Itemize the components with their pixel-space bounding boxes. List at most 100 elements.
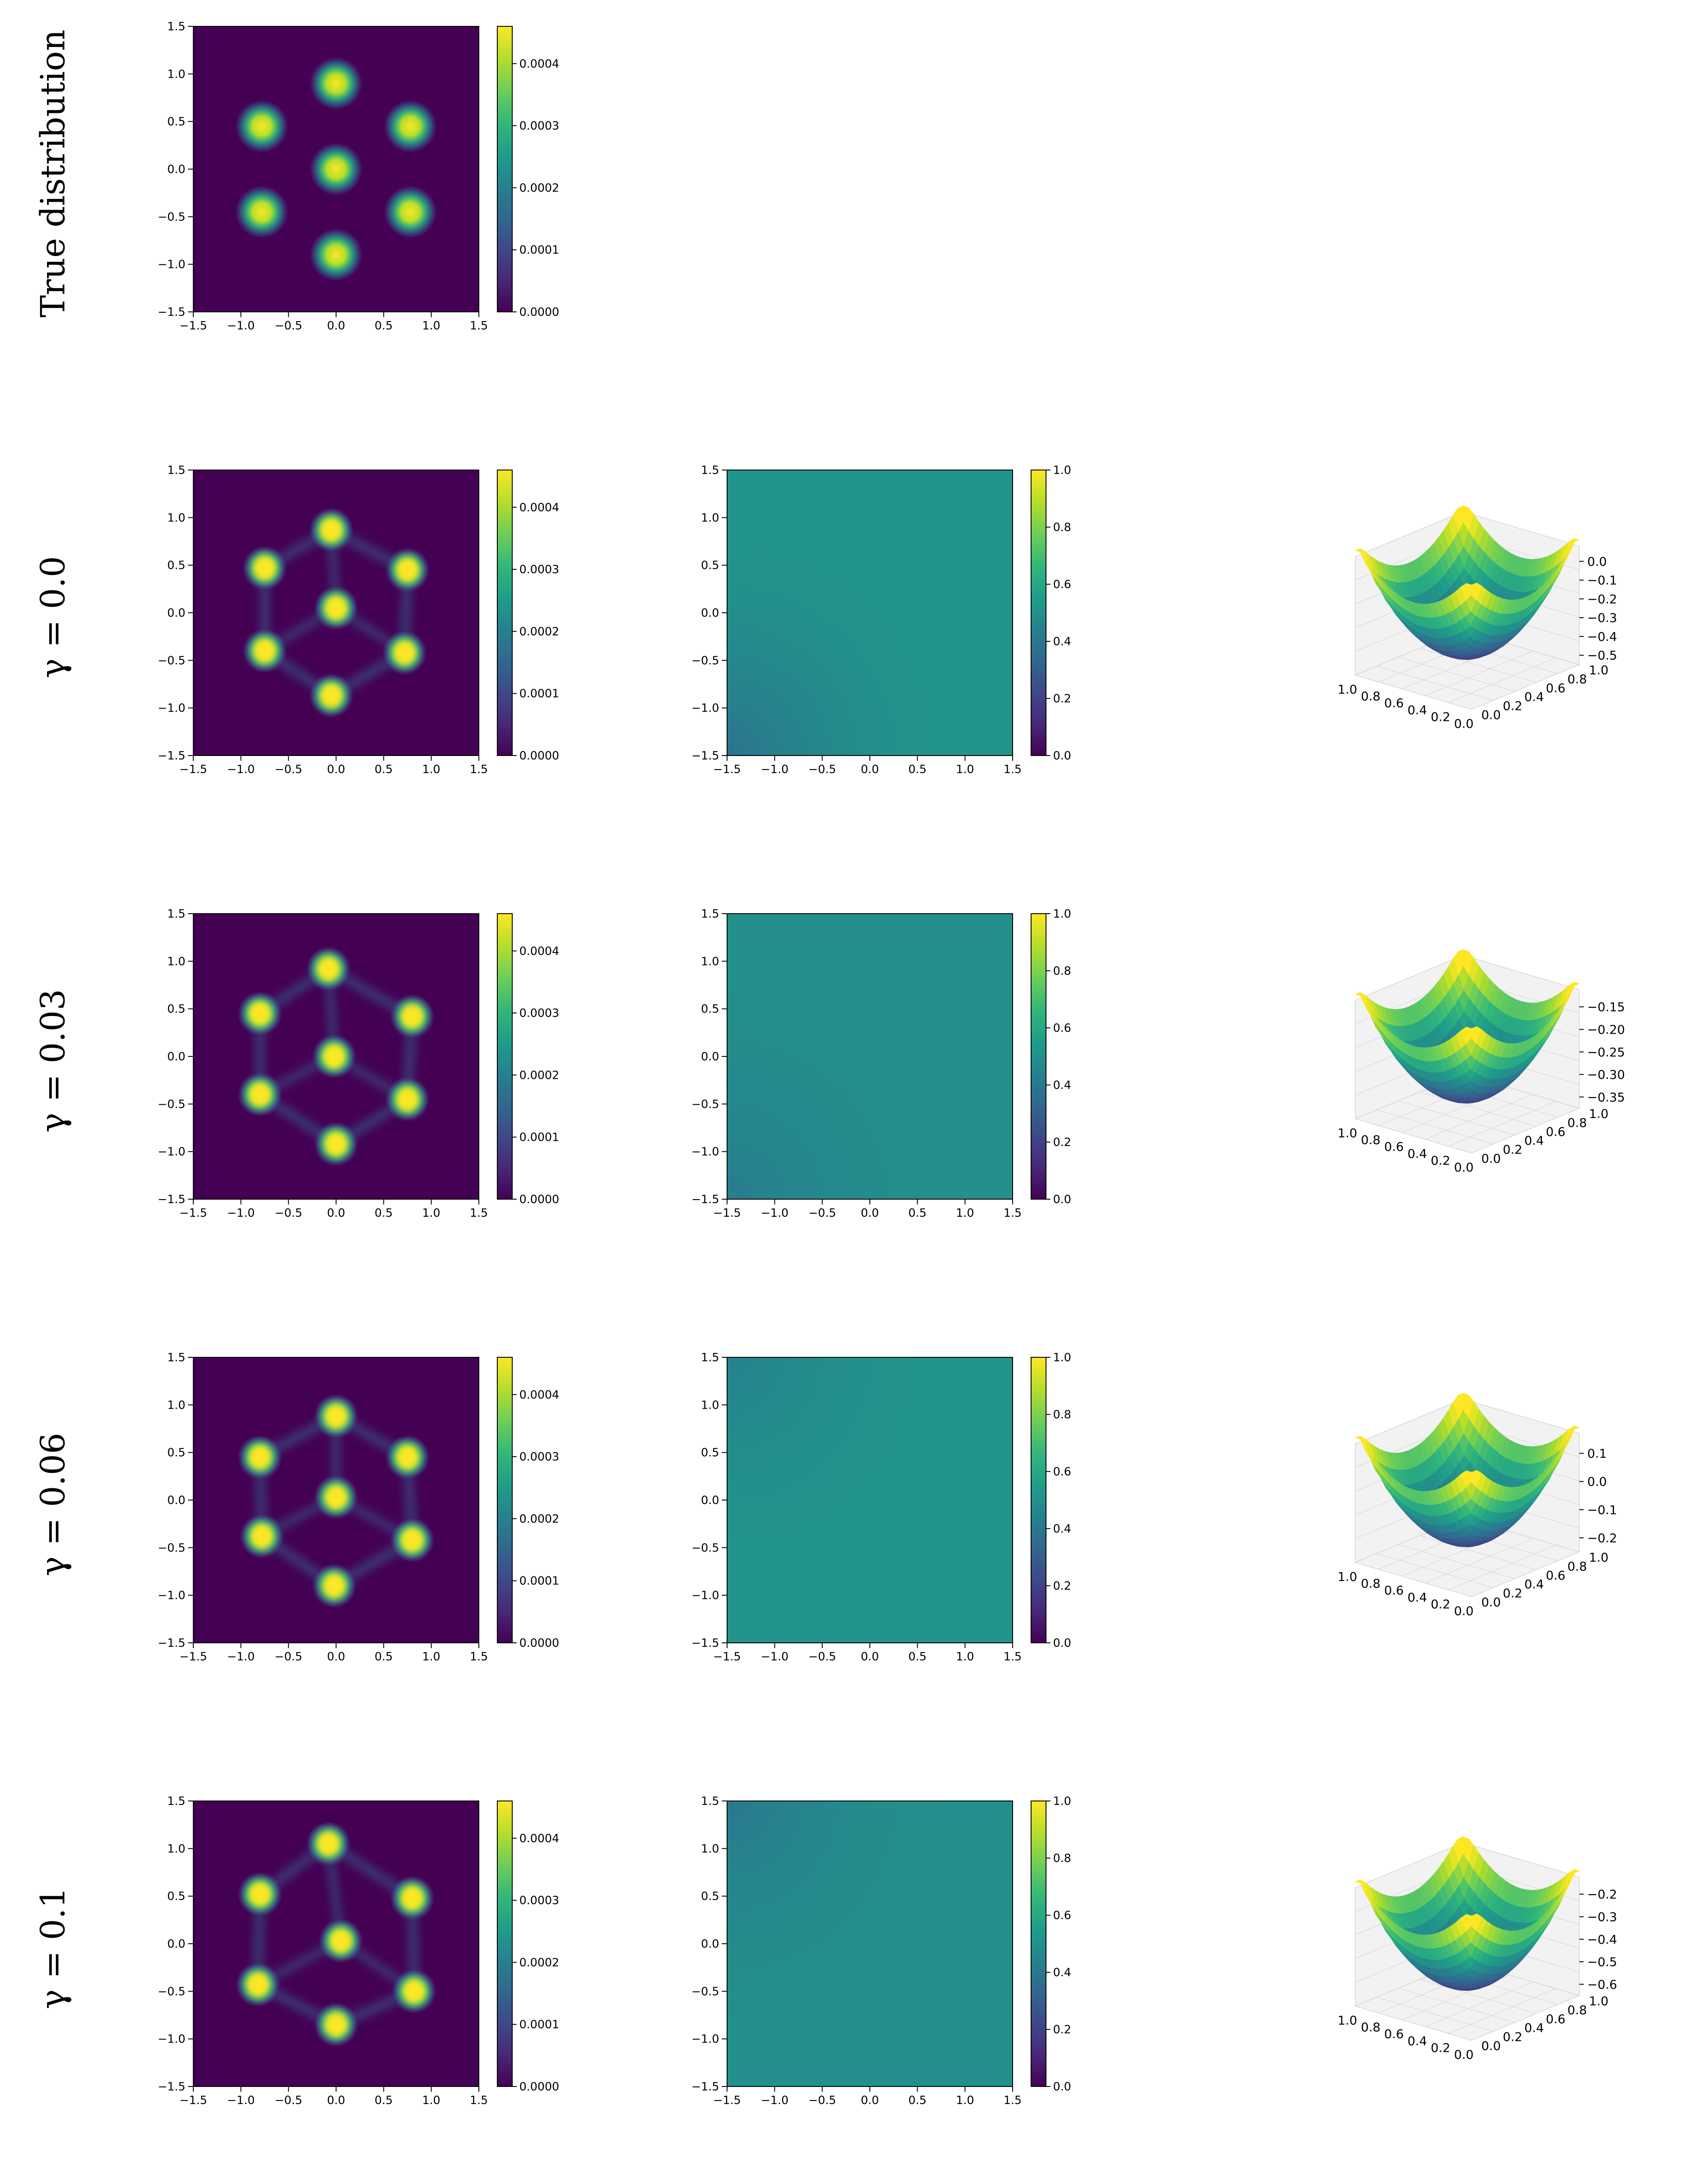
- field-gradient: [727, 914, 1013, 1199]
- x-tick-label: 1.5: [470, 763, 488, 776]
- x-tick-label: −1.5: [713, 1650, 741, 1663]
- colorbar: 0.0000 0.0001 0.0002 0.0003 0.0004: [497, 1357, 559, 1650]
- grid-line: [1448, 1544, 1556, 1591]
- z-tick-label: −0.3: [1587, 611, 1617, 625]
- y-axis: −1.5 −1.0 −0.5 0.0 0.5 1.0 1.5: [691, 1351, 727, 1650]
- y-tick-label: 0.4: [1524, 690, 1544, 704]
- density-mode-core: [326, 2012, 347, 2037]
- y-tick-label: −0.5: [158, 210, 185, 224]
- x-tick-label: 1.0: [422, 1650, 440, 1663]
- y-tick-label: 0.0: [701, 1050, 719, 1063]
- y-tick-label: 0.0: [167, 163, 185, 176]
- y-tick-label: −1.5: [158, 749, 185, 763]
- surface-tick-labels: 1.0 0.8 0.6 0.4 0.2 0.00.00.20.40.60.81.0−0.2…: [1338, 1887, 1617, 2062]
- y-tick-label: 0.5: [701, 1446, 719, 1460]
- density-mode-core: [249, 1445, 271, 1470]
- x-tick-label: −0.5: [275, 763, 302, 776]
- grid-line: [1376, 1996, 1494, 2032]
- grid-line: [1425, 1094, 1533, 1140]
- surface-mesh: [1354, 506, 1580, 660]
- x-tick-label: −0.5: [808, 763, 836, 776]
- colorbar-tick-label: 0.0: [1053, 2080, 1071, 2094]
- y-tick-label: 0.0: [1481, 1151, 1501, 1166]
- x-tick-label: −1.0: [227, 763, 255, 776]
- colorbar-tick-label: 0.0001: [519, 244, 559, 257]
- y-tick-label: −1.0: [158, 702, 185, 715]
- x-tick-label: 1.0: [1338, 1126, 1357, 1140]
- plot-area: [193, 1801, 479, 2086]
- y-tick-label: 1.0: [167, 1842, 185, 1855]
- y-tick-label: 0.0: [1481, 1595, 1501, 1609]
- colorbar-tick-label: 0.0004: [519, 1389, 559, 1402]
- grid-line: [1425, 1538, 1533, 1584]
- x-tick-label: 0.0: [327, 319, 345, 333]
- y-tick-label: −1.5: [158, 2080, 185, 2094]
- row-label-gamma-003: γ = 0.03: [0, 887, 105, 1234]
- colorbar-tick-label: 0.0004: [519, 58, 559, 71]
- colorbar-gradient: [1031, 470, 1046, 756]
- x-tick-label: 0.0: [861, 2094, 879, 2107]
- x-tick-label: −1.0: [227, 319, 255, 333]
- colorbar: 0.0 0.2 0.4 0.6 0.8 1.0: [1031, 1351, 1071, 1650]
- grid-line: [1448, 1101, 1556, 1147]
- colorbar-tick-label: 0.6: [1053, 1022, 1071, 1035]
- x-tick-label: 1.0: [1338, 2013, 1357, 2028]
- density-mode-core: [402, 1886, 423, 1910]
- x-tick-label: 0.6: [1384, 696, 1404, 710]
- y-tick-label: 0.6: [1546, 1568, 1566, 1583]
- x-tick-label: 1.0: [956, 1650, 974, 1663]
- surface-facet: [1466, 582, 1477, 595]
- y-tick-label: −1.5: [691, 1637, 719, 1650]
- x-tick-label: 0.5: [909, 2094, 927, 2107]
- y-tick-label: 1.0: [167, 1399, 185, 1412]
- colorbar-gradient: [1031, 1801, 1046, 2087]
- y-tick-label: −1.0: [158, 1146, 185, 1159]
- grid-line: [1376, 1109, 1494, 1145]
- z-tick-label: −0.5: [1587, 1955, 1617, 1969]
- density-mode-core: [323, 1573, 345, 1598]
- colorbar-tick-label: 0.0000: [519, 749, 559, 763]
- density-mode-core: [394, 640, 415, 665]
- y-tick-label: 0.5: [167, 116, 185, 129]
- density-mode-core: [326, 1132, 347, 1157]
- x-tick-label: 0.8: [1361, 689, 1381, 704]
- y-axis: −1.5 −1.0 −0.5 0.0 0.5 1.0 1.5: [691, 908, 727, 1206]
- x-tick-label: 0.0: [1454, 2047, 1474, 2062]
- field-gradient: [727, 1801, 1013, 2086]
- y-axis: −1.5 −1.0 −0.5 0.0 0.5 1.0 1.5: [158, 908, 193, 1206]
- density-mode: [235, 99, 289, 154]
- x-tick-label: −1.5: [713, 1207, 741, 1220]
- colorbar-tick-label: 0.0001: [519, 687, 559, 701]
- y-tick-label: 0.0: [701, 1494, 719, 1507]
- y-tick-label: 0.5: [701, 559, 719, 572]
- y-tick-label: −1.0: [691, 1589, 719, 1602]
- colorbar: 0.0 0.2 0.4 0.6 0.8 1.0: [1031, 464, 1071, 763]
- x-tick-label: 0.0: [861, 1650, 879, 1663]
- colorbar-tick-label: 0.2: [1053, 2023, 1071, 2036]
- z-tick-label: −0.6: [1587, 1977, 1617, 1992]
- y-tick-label: 0.6: [1546, 2012, 1566, 2026]
- density-mode-core: [318, 956, 339, 981]
- colorbar-gradient: [1031, 913, 1046, 1200]
- z-tick-label: 0.0: [1587, 554, 1607, 569]
- x-tick-label: 0.0: [327, 1207, 345, 1220]
- y-tick-label: 0.2: [1503, 1143, 1523, 1157]
- grid-line: [1419, 1535, 1537, 1570]
- y-tick-label: 0.0: [701, 1938, 719, 1951]
- x-axis: −1.5 −1.0 −0.5 0.0 0.5 1.0 1.5: [713, 756, 1022, 776]
- heatmap-panel-r3c0: −1.5 −1.0 −0.5 0.0 0.5 1.0 1.5−1.5−1.0−0.50.00…: [158, 1351, 559, 1663]
- colorbar-tick-label: 0.0003: [519, 563, 559, 576]
- colorbar-tick-label: 0.2: [1053, 1136, 1071, 1149]
- colorbar-tick-label: 0.0: [1053, 1193, 1071, 1206]
- y-tick-label: 0.4: [1524, 1133, 1544, 1148]
- y-tick-label: −1.5: [691, 749, 719, 763]
- y-tick-label: −1.0: [158, 258, 185, 271]
- x-tick-label: −0.5: [275, 2094, 302, 2107]
- y-axis: −1.5 −1.0 −0.5 0.0 0.5 1.0 1.5: [158, 464, 193, 763]
- grid-line: [1448, 657, 1556, 703]
- z-tick-label: −0.1: [1587, 573, 1617, 588]
- grid-line: [1425, 1982, 1533, 2027]
- y-tick-label: −0.5: [158, 1541, 185, 1555]
- colorbar-tick-label: 0.6: [1053, 1909, 1071, 1922]
- plot-area: [727, 914, 1013, 1199]
